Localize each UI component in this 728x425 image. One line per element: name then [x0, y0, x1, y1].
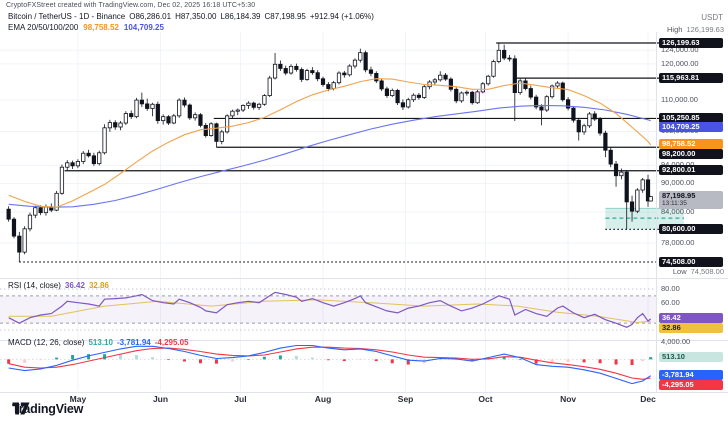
svg-text:Jun: Jun: [153, 394, 168, 404]
svg-text:Dec: Dec: [640, 394, 656, 404]
high-value: 126,199.63: [686, 25, 724, 34]
rsi-ma-value: 32.86: [88, 281, 109, 290]
macd-hist-value: 513.10: [88, 338, 113, 347]
macd-legend[interactable]: MACD (12, 26, close) 513.10 -3,781.94 -4,29…: [8, 338, 189, 347]
tradingview-logo-text: TradingView: [12, 402, 84, 416]
ohlc-open: O86,286.01: [129, 12, 172, 21]
low-annotation: Low 74,508.00: [673, 267, 724, 276]
rsi-legend[interactable]: RSI (14, close) 36.42 32.86: [8, 281, 109, 290]
candlestick-series: [6, 43, 653, 262]
quote-currency-label: USDT: [701, 13, 723, 22]
ema-label: EMA 20/50/100/200: [8, 23, 79, 32]
macd-signal-value: -4,295.05: [154, 338, 189, 347]
low-value: 74,508.00: [690, 267, 724, 276]
symbol-title[interactable]: Bitcoin / TetherUS - 1D - Binance: [8, 12, 126, 21]
ohlc-high: H87,350.00: [175, 12, 217, 21]
macd-value: -3,781.94: [116, 338, 151, 347]
symbol-legend[interactable]: Bitcoin / TetherUS - 1D - Binance O86,286…: [8, 12, 378, 21]
ema-legend[interactable]: EMA 20/50/100/200 98,758.52 104,709.25: [8, 23, 169, 32]
high-annotation: High 126,199.63: [667, 25, 724, 34]
svg-text:Jul: Jul: [234, 394, 246, 404]
rsi-label: RSI (14, close): [8, 281, 61, 290]
svg-text:Aug: Aug: [315, 394, 332, 404]
ohlc-close: C87,198.95: [264, 12, 306, 21]
svg-text:Nov: Nov: [560, 394, 576, 404]
ohlc-change: +912.94 (+1.06%): [309, 12, 374, 21]
low-label: Low: [672, 267, 687, 276]
ohlc-low: L86,184.39: [220, 12, 261, 21]
demand-zone: [605, 207, 684, 230]
svg-text:May: May: [70, 394, 87, 404]
ema-slow-line: [8, 104, 651, 208]
tradingview-logo[interactable]: TradingView: [12, 402, 83, 416]
svg-text:Oct: Oct: [478, 394, 492, 404]
ema-slow-value: 104,709.25: [123, 23, 164, 32]
price-levels: [19, 42, 684, 263]
attribution-text: CryptoFXStreet created with TradingView.…: [6, 2, 256, 9]
macd-pane: [0, 344, 656, 385]
rsi-value: 36.42: [64, 281, 85, 290]
ema-fast-value: 98,758.52: [83, 23, 119, 32]
tradingview-logo-icon: [12, 402, 30, 415]
gridlines: [0, 32, 656, 391]
svg-text:Sep: Sep: [398, 394, 414, 404]
rsi-pane: [0, 288, 656, 331]
high-label: High: [667, 25, 683, 34]
ema-fast-line: [8, 78, 652, 208]
time-axis: May Jun Jul Aug Sep Oct Nov Dec: [70, 394, 656, 404]
macd-label: MACD (12, 26, close): [8, 338, 85, 347]
